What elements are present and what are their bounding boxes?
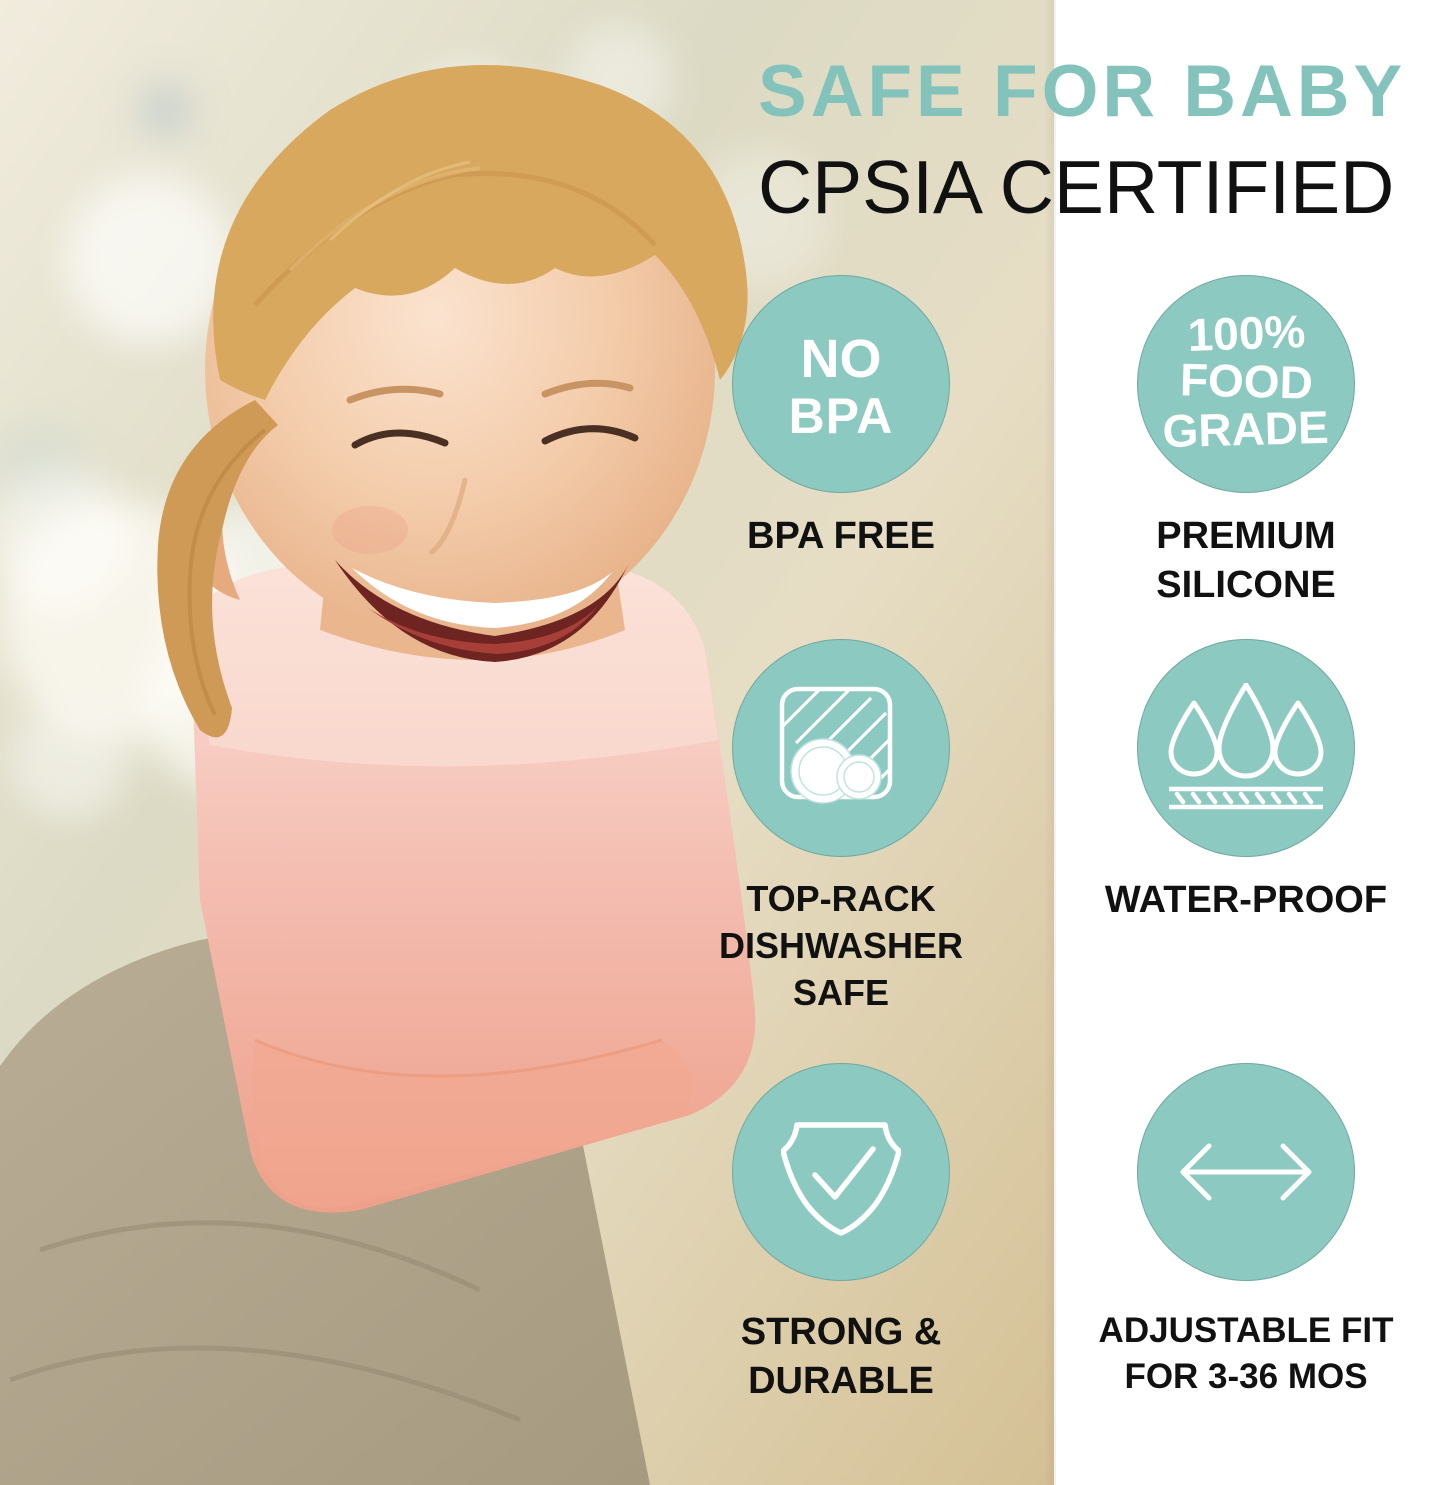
svg-text:GRADE: GRADE [1162,400,1329,456]
svg-text:BPA: BPA [789,388,894,444]
svg-text:FOOD: FOOD [1179,353,1313,408]
svg-text:100%: 100% [1187,304,1306,360]
svg-text:NO: NO [801,329,882,389]
